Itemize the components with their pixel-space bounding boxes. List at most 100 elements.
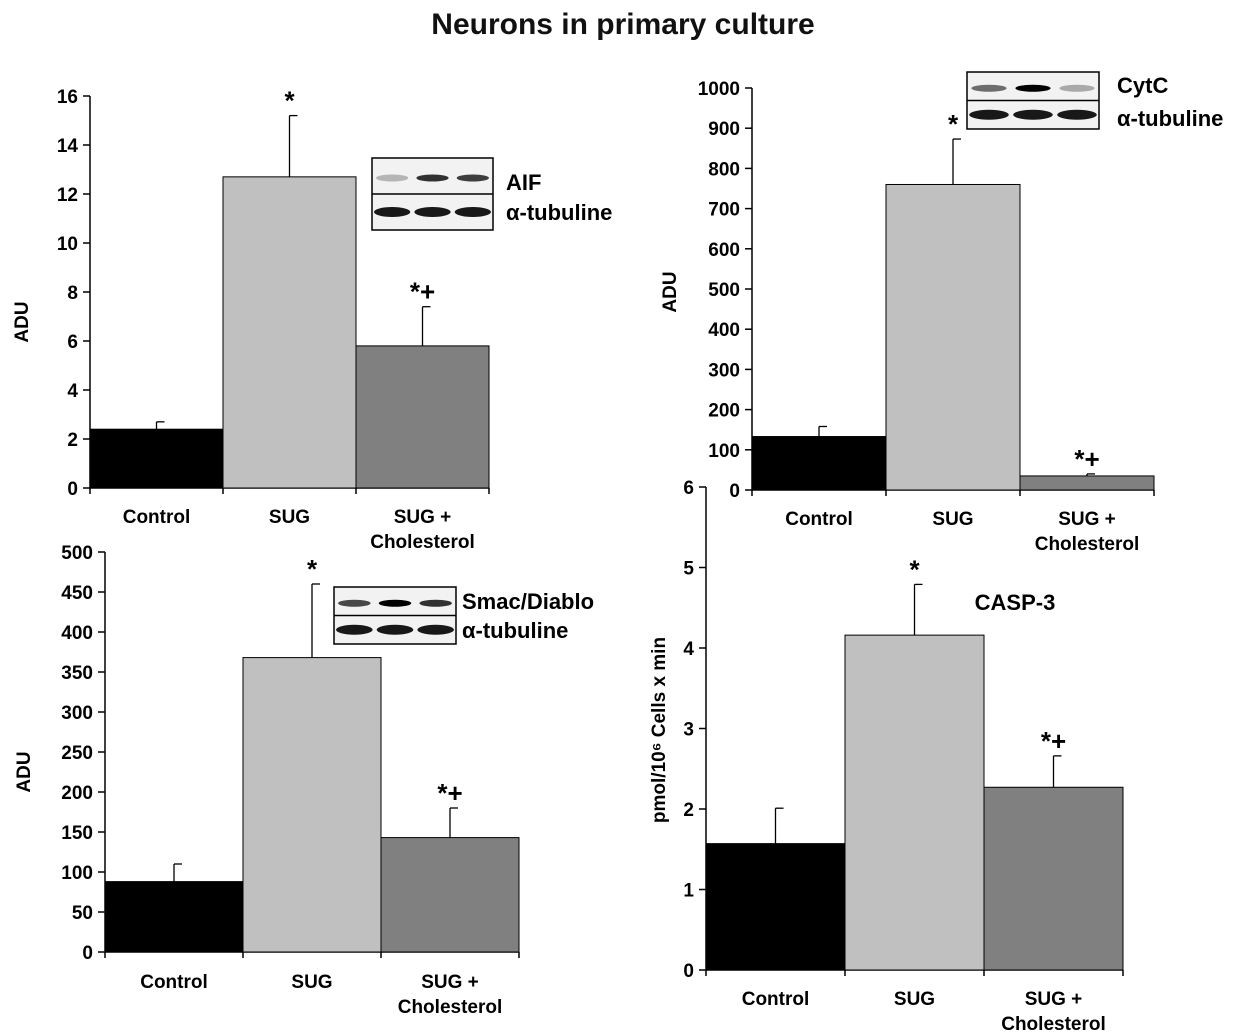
- blot-label-tubulin: α-tubuline: [462, 618, 568, 643]
- bar-control: [104, 881, 244, 953]
- category-label: SUG +: [1058, 509, 1116, 530]
- y-tick-label: 0: [683, 961, 694, 982]
- chart-label: CASP-3: [975, 590, 1056, 615]
- blot-band: [376, 174, 409, 182]
- y-tick-label: 250: [61, 743, 93, 764]
- bar-control: [89, 428, 224, 489]
- category-label: SUG: [269, 507, 310, 528]
- blot-label-tubulin: α-tubuline: [506, 200, 612, 225]
- y-tick-label: 3: [683, 720, 694, 741]
- blot-band: [971, 84, 1007, 92]
- bar-sug: [242, 657, 382, 953]
- bar-control: [751, 436, 887, 491]
- tubulin-band: [417, 624, 454, 635]
- y-tick-label: 16: [57, 87, 78, 108]
- category-label: SUG: [932, 509, 973, 530]
- category-label: Control: [785, 509, 853, 530]
- bar-control: [705, 843, 846, 971]
- bar-sug-cholesterol: [983, 786, 1124, 971]
- category-label: Cholesterol: [370, 532, 475, 553]
- y-tick-label: 1000: [698, 79, 740, 100]
- y-tick-label: 6: [683, 478, 694, 499]
- y-tick-label: 400: [708, 320, 740, 341]
- y-tick-label: 400: [61, 623, 93, 644]
- y-tick-label: 500: [708, 280, 740, 301]
- bar-sug-cholesterol: [380, 837, 520, 953]
- category-label: SUG: [894, 989, 935, 1010]
- category-label: SUG +: [421, 972, 479, 993]
- significance-mark: *: [948, 109, 959, 139]
- blot-band: [378, 599, 412, 607]
- y-tick-label: 700: [708, 200, 740, 221]
- y-tick-label: 2: [683, 800, 694, 821]
- category-label: Control: [123, 507, 191, 528]
- significance-mark: *+: [437, 778, 462, 808]
- y-tick-label: 200: [61, 783, 93, 804]
- y-tick-label: 50: [72, 903, 93, 924]
- category-label: Control: [742, 989, 810, 1010]
- significance-mark: *: [909, 554, 920, 584]
- blot-band: [1059, 84, 1095, 92]
- y-tick-label: 14: [57, 136, 79, 157]
- y-tick-label: 100: [708, 441, 740, 462]
- chart-cytc: 0 100 200 300 400 500 600 700 800 900 1000 ADU Contr…: [660, 71, 1223, 555]
- category-label: SUG +: [394, 507, 452, 528]
- y-tick-label: 2: [67, 430, 78, 451]
- y-tick-label: 1: [683, 881, 694, 902]
- y-axis-label: ADU: [660, 271, 681, 312]
- y-tick-label: 4: [67, 381, 78, 402]
- tubulin-band: [969, 109, 1009, 120]
- chart-smac: 0 50 100 150 200 250 300 350 400 450 500 ADU Control…: [14, 543, 594, 1018]
- tubulin-band: [376, 624, 414, 635]
- y-tick-label: 300: [61, 703, 93, 724]
- y-tick-label: 600: [708, 240, 740, 261]
- significance-mark: *: [307, 554, 318, 584]
- bar-sug: [885, 183, 1021, 491]
- figure-title: Neurons in primary culture: [431, 8, 815, 41]
- significance-mark: *+: [1041, 726, 1066, 756]
- y-tick-label: 500: [61, 543, 93, 564]
- category-label: SUG: [291, 972, 332, 993]
- category-label: Control: [140, 972, 208, 993]
- y-axis-label: ADU: [12, 301, 33, 342]
- y-tick-label: 450: [61, 583, 93, 604]
- category-label: Cholesterol: [398, 997, 503, 1018]
- y-tick-label: 0: [82, 943, 93, 964]
- y-tick-label: 8: [67, 283, 78, 304]
- y-tick-label: 5: [683, 559, 694, 580]
- tubulin-band: [454, 207, 491, 217]
- bar-sug: [222, 176, 357, 489]
- blot-band: [456, 174, 489, 182]
- tubulin-band: [1057, 109, 1097, 120]
- y-tick-label: 300: [708, 360, 740, 381]
- blot-band: [416, 174, 449, 182]
- y-tick-label: 4: [683, 639, 694, 660]
- chart-casp3: 0 1 2 3 4 5 6 pmol/10⁶ Cells x min Control * SUG *+…: [649, 478, 1124, 1033]
- y-tick-label: 6: [67, 332, 78, 353]
- significance-mark: *: [284, 86, 295, 116]
- y-tick-label: 150: [61, 823, 93, 844]
- blot-band: [338, 599, 371, 607]
- chart-aif: 0 2 4 6 8 10 12 14 16 ADU Control * SUG *+ SUG + Choles…: [12, 86, 612, 553]
- blot-label-protein: Smac/Diablo: [462, 589, 594, 614]
- blot-label-protein: AIF: [506, 170, 541, 195]
- category-label: SUG +: [1025, 989, 1083, 1010]
- category-label: Cholesterol: [1035, 534, 1140, 555]
- significance-mark: *+: [410, 277, 435, 307]
- y-tick-label: 800: [708, 159, 740, 180]
- blot-band: [419, 599, 452, 607]
- bar-sug: [844, 634, 985, 971]
- tubulin-band: [414, 207, 451, 217]
- y-tick-label: 350: [61, 663, 93, 684]
- blot-label-tubulin: α-tubuline: [1117, 106, 1223, 131]
- significance-mark: *+: [1074, 444, 1099, 474]
- bar-sug-cholesterol: [355, 345, 490, 489]
- y-axis-label: ADU: [14, 751, 35, 792]
- blot-band: [1015, 84, 1051, 92]
- y-tick-label: 100: [61, 863, 93, 884]
- y-tick-label: 200: [708, 401, 740, 422]
- tubulin-band: [336, 624, 373, 635]
- bar-sug-cholesterol: [1019, 475, 1155, 491]
- tubulin-band: [1013, 109, 1053, 120]
